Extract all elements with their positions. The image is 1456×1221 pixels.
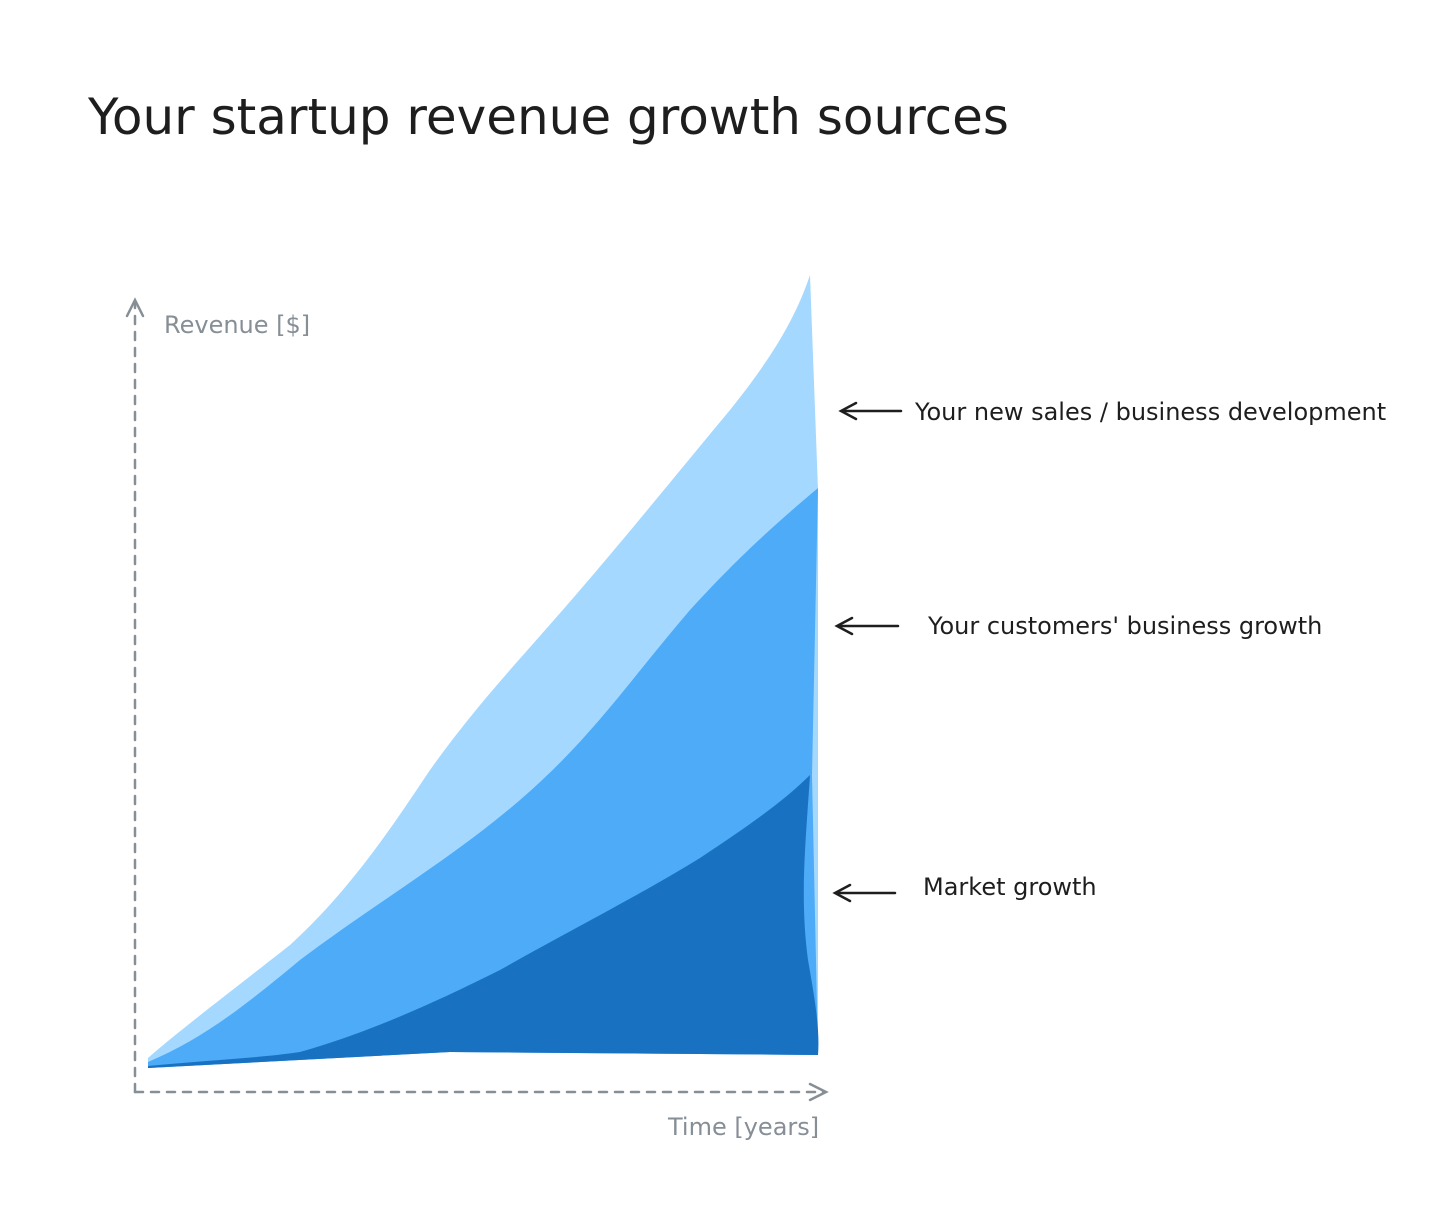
x-axis-label: Time [years] [667,1113,819,1141]
arrows [832,401,903,903]
arrowhead [838,401,858,421]
y-arrowhead [125,297,145,318]
area-market-growth [148,775,819,1068]
layer-label: Your customers' business growth [927,612,1322,640]
y-axis-label: Revenue [$] [164,311,310,339]
axes [125,297,829,1102]
x-arrowhead [808,1082,829,1102]
layer-label: Market growth [923,873,1097,901]
arrowhead [832,883,852,903]
title: Your startup revenue growth sources [87,88,1009,146]
layer-label: Your new sales / business development [914,398,1386,426]
arrowhead [834,616,854,636]
